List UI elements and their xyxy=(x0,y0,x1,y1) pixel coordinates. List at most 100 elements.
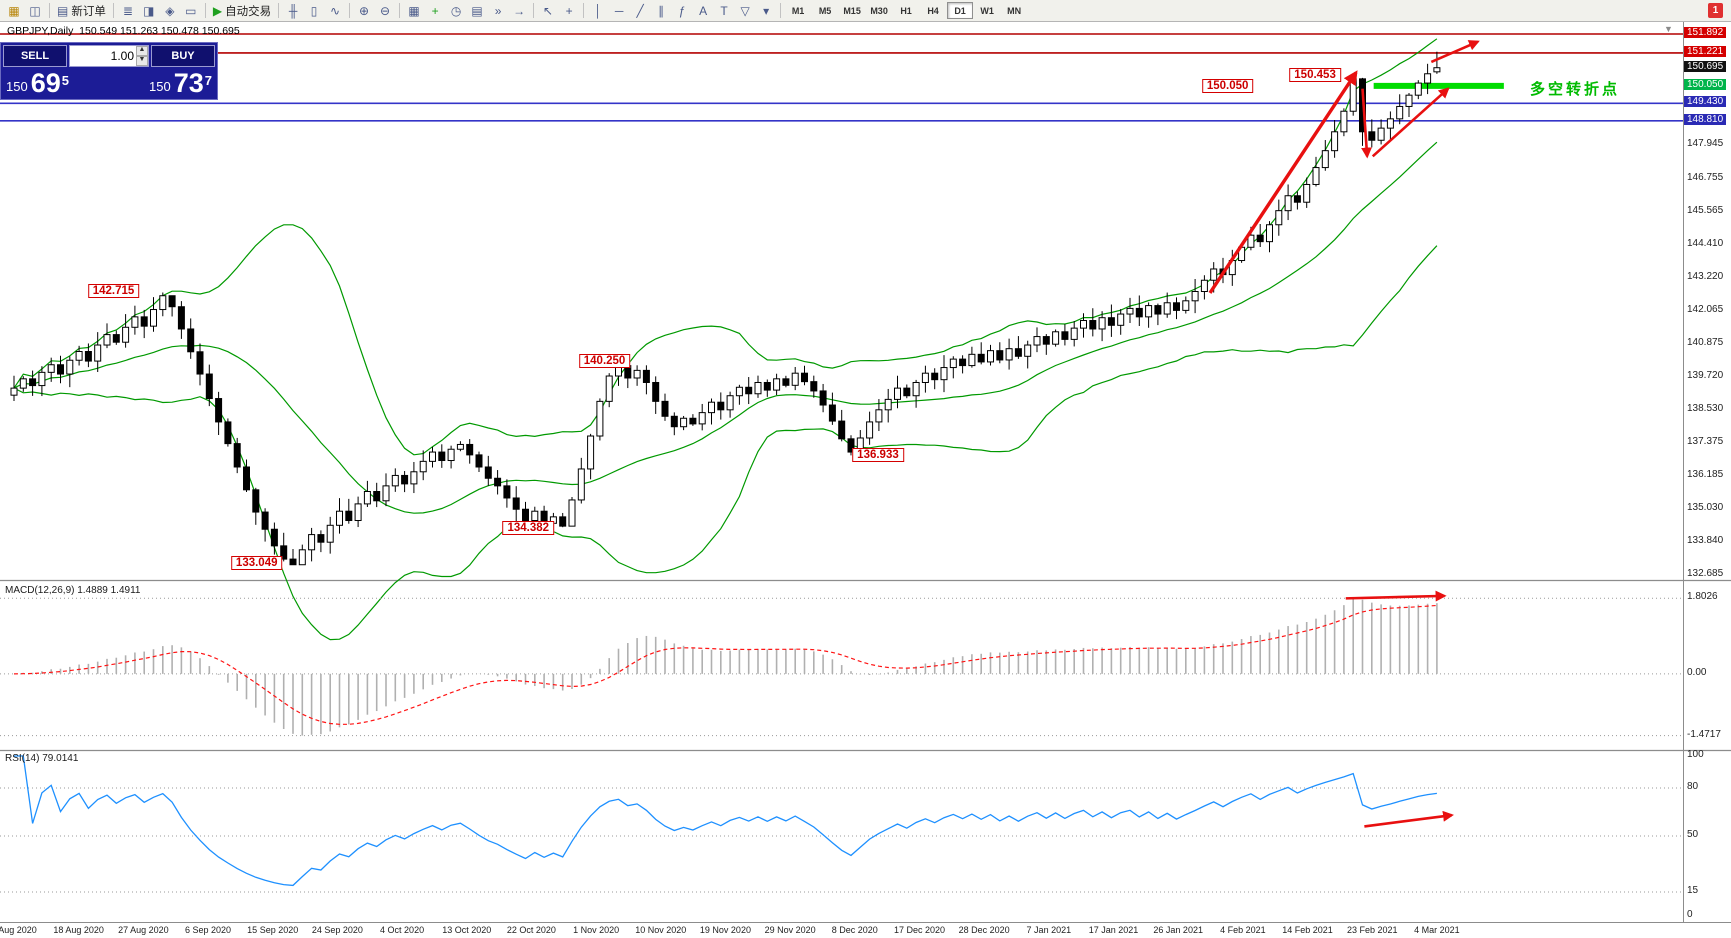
chart-shift-marker-icon[interactable]: ▼ xyxy=(1664,24,1673,34)
macd-indicator-label: MACD(12,26,9) 1.4889 1.4911 xyxy=(5,585,141,596)
main-toolbar: ▦ ◫ ▤ 新订单 ≣ ◨ ◈ ▭ ▶ 自动交易 ╫ ▯ ∿ ⊕ ⊖ ▦ + ◷ ▤» → ↖ + │ ─ ╱ ∥ ƒ A T ▽ ▾ M1 M… xyxy=(0,0,1731,22)
turning-point-note[interactable]: 多空转折点 xyxy=(1530,81,1621,98)
toolbar-separator xyxy=(583,3,585,18)
toolbar-separator xyxy=(780,3,782,18)
price-annotation[interactable]: 142.715 xyxy=(87,283,140,298)
price-axis-label: 140.875 xyxy=(1687,337,1724,349)
shapes-icon[interactable]: ▽ xyxy=(735,2,755,20)
sell-button[interactable]: SELL xyxy=(3,45,67,67)
arrow-dropdown-icon[interactable]: ▾ xyxy=(756,2,776,20)
trendline-icon[interactable]: ╱ xyxy=(630,2,650,20)
periods-icon[interactable]: ◷ xyxy=(446,2,466,20)
rsi-axis-label: 0 xyxy=(1687,909,1693,920)
vertical-line-icon[interactable]: │ xyxy=(588,2,608,20)
price-axis-label: 147.945 xyxy=(1687,138,1724,150)
crosshair-icon[interactable]: + xyxy=(559,2,579,20)
auto-scroll-icon: » xyxy=(494,3,502,18)
price-axis-tag: 150.050 xyxy=(1684,78,1727,90)
volume-decrease-button[interactable]: ▼ xyxy=(136,56,148,66)
data-window-icon[interactable]: ◨ xyxy=(139,2,159,20)
label-icon[interactable]: T xyxy=(714,2,734,20)
timeframe-d1[interactable]: D1 xyxy=(947,2,974,19)
navigator-icon[interactable]: ◈ xyxy=(160,2,180,20)
date-axis-label: 22 Oct 2020 xyxy=(506,925,556,935)
price-annotation[interactable]: 134.382 xyxy=(502,521,555,536)
new-chart-icon[interactable]: ▦ xyxy=(4,2,24,20)
price-annotation[interactable]: 150.050 xyxy=(1201,78,1254,93)
timeframe-m5[interactable]: M5 xyxy=(818,5,832,16)
date-axis-label: 10 Nov 2020 xyxy=(635,925,687,935)
timeframe-mn[interactable]: MN xyxy=(1007,5,1022,16)
toolbar-separator xyxy=(49,3,50,18)
date-axis-label: 14 Feb 2021 xyxy=(1282,925,1333,935)
date-axis-label: 27 Aug 2020 xyxy=(118,925,169,935)
price-axis-label: 136.185 xyxy=(1687,469,1724,481)
date-axis-label: 26 Jan 2021 xyxy=(1153,925,1203,935)
date-axis-label: 15 Sep 2020 xyxy=(247,925,299,935)
volume-control: ▲ ▼ xyxy=(69,45,149,67)
price-axis-label: 139.720 xyxy=(1687,369,1724,381)
price-annotation[interactable]: 140.250 xyxy=(578,354,631,369)
date-axis-label: 24 Sep 2020 xyxy=(311,925,363,935)
candlestick-chart-icon[interactable]: ▯ xyxy=(304,2,324,20)
chart-shift-icon[interactable]: → xyxy=(509,2,529,20)
notification-badge[interactable]: 1 xyxy=(1708,3,1723,18)
ask-price: 150 73 7 xyxy=(149,68,212,98)
volume-input[interactable] xyxy=(70,46,136,66)
new-chart-icon: ▦ xyxy=(8,3,20,18)
price-annotation[interactable]: 150.453 xyxy=(1289,67,1341,82)
line-chart-icon[interactable]: ∿ xyxy=(325,2,345,20)
rsi-axis-label: 50 xyxy=(1687,829,1699,840)
price-annotation[interactable]: 133.049 xyxy=(230,556,283,571)
indicators-icon[interactable]: + xyxy=(425,2,445,20)
market-watch-icon[interactable]: ≣ xyxy=(118,2,138,20)
timeframe-h4[interactable]: H4 xyxy=(927,5,939,16)
data-window-icon: ◨ xyxy=(143,3,155,18)
text-icon[interactable]: A xyxy=(693,2,713,20)
date-axis-label: 17 Dec 2020 xyxy=(893,925,945,935)
toolbar-separator xyxy=(349,3,351,18)
chart-shift-icon: → xyxy=(513,3,526,18)
buy-button[interactable]: BUY xyxy=(151,45,215,67)
timeframe-w1[interactable]: W1 xyxy=(980,5,994,16)
macd-axis-label: 0.00 xyxy=(1687,666,1707,678)
label-icon: T xyxy=(720,3,728,18)
crosshair-icon: + xyxy=(565,3,573,18)
auto-scroll-icon[interactable]: » xyxy=(488,2,508,20)
price-axis-label: 144.410 xyxy=(1687,237,1724,249)
timeframe-m15[interactable]: M15 xyxy=(843,5,861,16)
rsi-axis-label: 80 xyxy=(1687,781,1699,792)
autotrading-button[interactable]: ▶ 自动交易 xyxy=(210,2,274,20)
zoom-out-icon[interactable]: ⊖ xyxy=(375,2,395,20)
date-axis-label: 7 Jan 2021 xyxy=(1026,925,1072,935)
cursor-icon[interactable]: ↖ xyxy=(538,2,558,20)
volume-increase-button[interactable]: ▲ xyxy=(136,46,148,56)
price-axis-label: 137.375 xyxy=(1687,435,1724,447)
profiles-icon[interactable]: ◫ xyxy=(25,2,45,20)
date-axis-label: 28 Dec 2020 xyxy=(958,925,1010,935)
price-axis-tag: 148.810 xyxy=(1684,113,1727,125)
channel-icon[interactable]: ∥ xyxy=(651,2,671,20)
horizontal-line-icon[interactable]: ─ xyxy=(609,2,629,20)
templates-icon[interactable]: ▤ xyxy=(467,2,487,20)
date-axis-label: 4 Feb 2021 xyxy=(1220,925,1266,935)
date-axis-label: 19 Nov 2020 xyxy=(699,925,751,935)
arrow-dropdown-icon: ▾ xyxy=(763,3,770,18)
fibonacci-icon[interactable]: ƒ xyxy=(672,2,692,20)
terminal-icon[interactable]: ▭ xyxy=(181,2,201,20)
bar-chart-icon[interactable]: ╫ xyxy=(283,2,303,20)
timeframe-h1[interactable]: H1 xyxy=(900,5,912,16)
horizontal-line-icon: ─ xyxy=(614,3,624,18)
tile-windows-icon[interactable]: ▦ xyxy=(404,2,424,20)
new-order-button[interactable]: ▤ 新订单 xyxy=(54,2,109,20)
shapes-icon: ▽ xyxy=(740,3,750,18)
timeframe-m30[interactable]: M30 xyxy=(870,5,888,16)
date-axis-label: 6 Sep 2020 xyxy=(185,925,232,935)
zoom-in-icon[interactable]: ⊕ xyxy=(354,2,374,20)
timeframe-m1[interactable]: M1 xyxy=(791,5,805,16)
profiles-icon: ◫ xyxy=(29,3,41,18)
templates-icon: ▤ xyxy=(471,3,483,18)
price-annotation[interactable]: 136.933 xyxy=(852,447,904,462)
